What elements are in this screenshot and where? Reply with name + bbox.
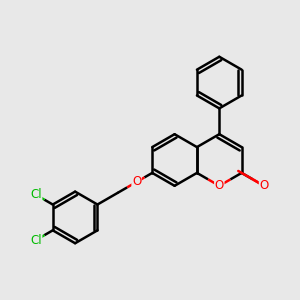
Text: O: O — [215, 179, 224, 192]
Text: Cl: Cl — [30, 233, 42, 247]
Text: O: O — [132, 176, 141, 188]
Text: O: O — [260, 179, 268, 192]
Text: Cl: Cl — [30, 188, 42, 201]
